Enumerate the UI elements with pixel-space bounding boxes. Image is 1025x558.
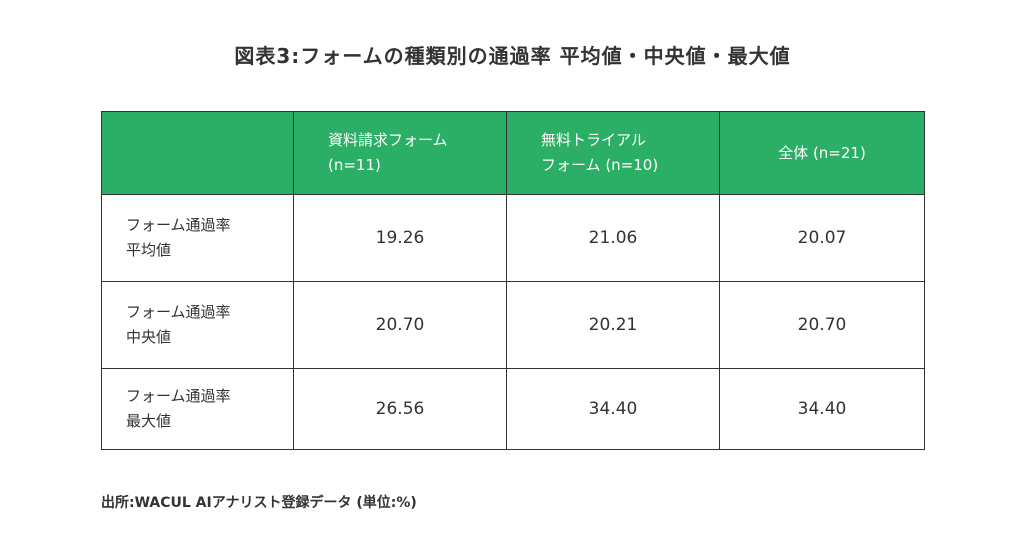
data-table: 資料請求フォーム (n=11) 無料トライアル フォーム (n=10) 全体 (n=21… [101,111,925,450]
value-cell: 20.70 [719,281,925,369]
cell-line: 中央値 [126,328,172,346]
header-cell [101,111,294,195]
value-cell: 19.26 [293,194,507,282]
value-cell: 20.70 [293,281,507,369]
cell-line: (n=11) [328,156,381,174]
value-cell: 20.21 [506,281,720,369]
body-row: フォーム通過率 最大値 26.56 34.40 34.40 [101,368,925,450]
cell-line: フォーム通過率 [126,387,231,405]
value-cell: 34.40 [506,368,720,450]
value-cell: 34.40 [719,368,925,450]
row-label: フォーム通過率 平均値 [101,194,294,282]
header-row: 資料請求フォーム (n=11) 無料トライアル フォーム (n=10) 全体 (n=21… [101,111,925,195]
value-cell: 20.07 [719,194,925,282]
body-row: フォーム通過率 平均値 19.26 21.06 20.07 [101,194,925,282]
row-label: フォーム通過率 最大値 [101,368,294,450]
cell-line: 最大値 [126,412,172,430]
header-cell: 無料トライアル フォーム (n=10) [506,111,720,195]
header-cell: 資料請求フォーム (n=11) [293,111,507,195]
source-note: 出所:WACUL AIアナリスト登録データ (単位:%) [101,495,417,511]
value-cell: 21.06 [506,194,720,282]
cell-line: フォーム通過率 [126,216,231,234]
value-cell: 26.56 [293,368,507,450]
header-cell: 全体 (n=21) [719,111,925,195]
row-label: フォーム通過率 中央値 [101,281,294,369]
cell-line: 資料請求フォーム [328,131,448,149]
cell-line: 無料トライアル [541,131,646,149]
cell-line: フォーム (n=10) [541,156,659,174]
cell-line: 全体 (n=21) [778,143,866,162]
cell-line: フォーム通過率 [126,303,231,321]
cell-line: 平均値 [126,241,172,259]
title: 図表3:フォームの種類別の通過率 平均値・中央値・最大値 [234,44,791,68]
body-row: フォーム通過率 中央値 20.70 20.21 20.70 [101,281,925,369]
